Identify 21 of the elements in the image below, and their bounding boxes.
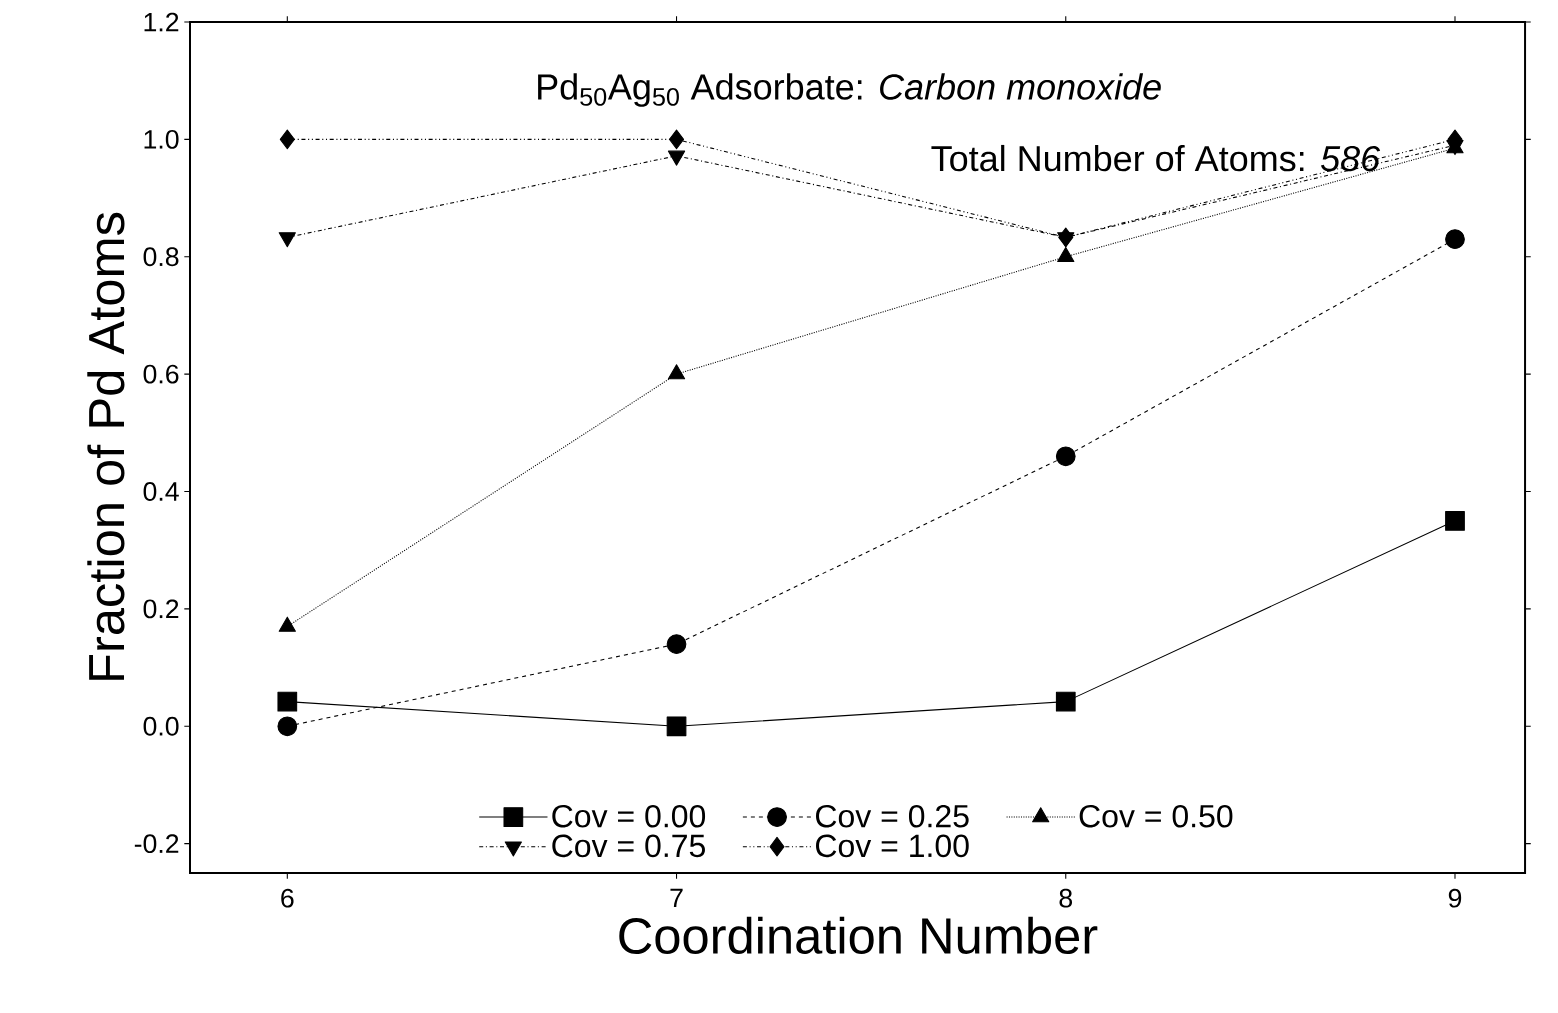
- legend-label: Cov = 0.00: [552, 804, 706, 828]
- y-tick-label: 0.6: [143, 364, 179, 384]
- annotation: Total Number of Atoms: 586: [931, 144, 1381, 172]
- y-tick-label: 0.8: [143, 247, 179, 267]
- x-tick-label: 7: [670, 888, 683, 908]
- x-tick-label: 9: [1448, 888, 1462, 908]
- x-tick-label: 6: [281, 888, 294, 908]
- y-tick-label: 0.0: [143, 716, 179, 736]
- x-axis-title: Coordination Number: [619, 916, 1098, 954]
- y-tick-label: 1.0: [144, 129, 179, 149]
- legend-label: Cov = 0.75: [552, 834, 705, 858]
- y-tick-label: 1.2: [144, 12, 179, 32]
- y-tick-label: -0.2: [134, 834, 179, 854]
- x-tick-label: 8: [1059, 888, 1073, 908]
- legend-label: Cov = 0.25: [816, 804, 969, 828]
- y-axis-title: Fraction of Pd Atoms: [87, 212, 125, 680]
- legend-label: Cov = 0.50: [1079, 804, 1233, 828]
- legend-label: Cov = 1.00: [816, 834, 969, 858]
- y-tick-label: 0.4: [143, 482, 179, 501]
- annotation: Pd$_{50}$Ag$_{50}$ Adsorbate: Carbon monoxide: [538, 73, 1161, 107]
- y-tick-label: 0.2: [143, 599, 179, 619]
